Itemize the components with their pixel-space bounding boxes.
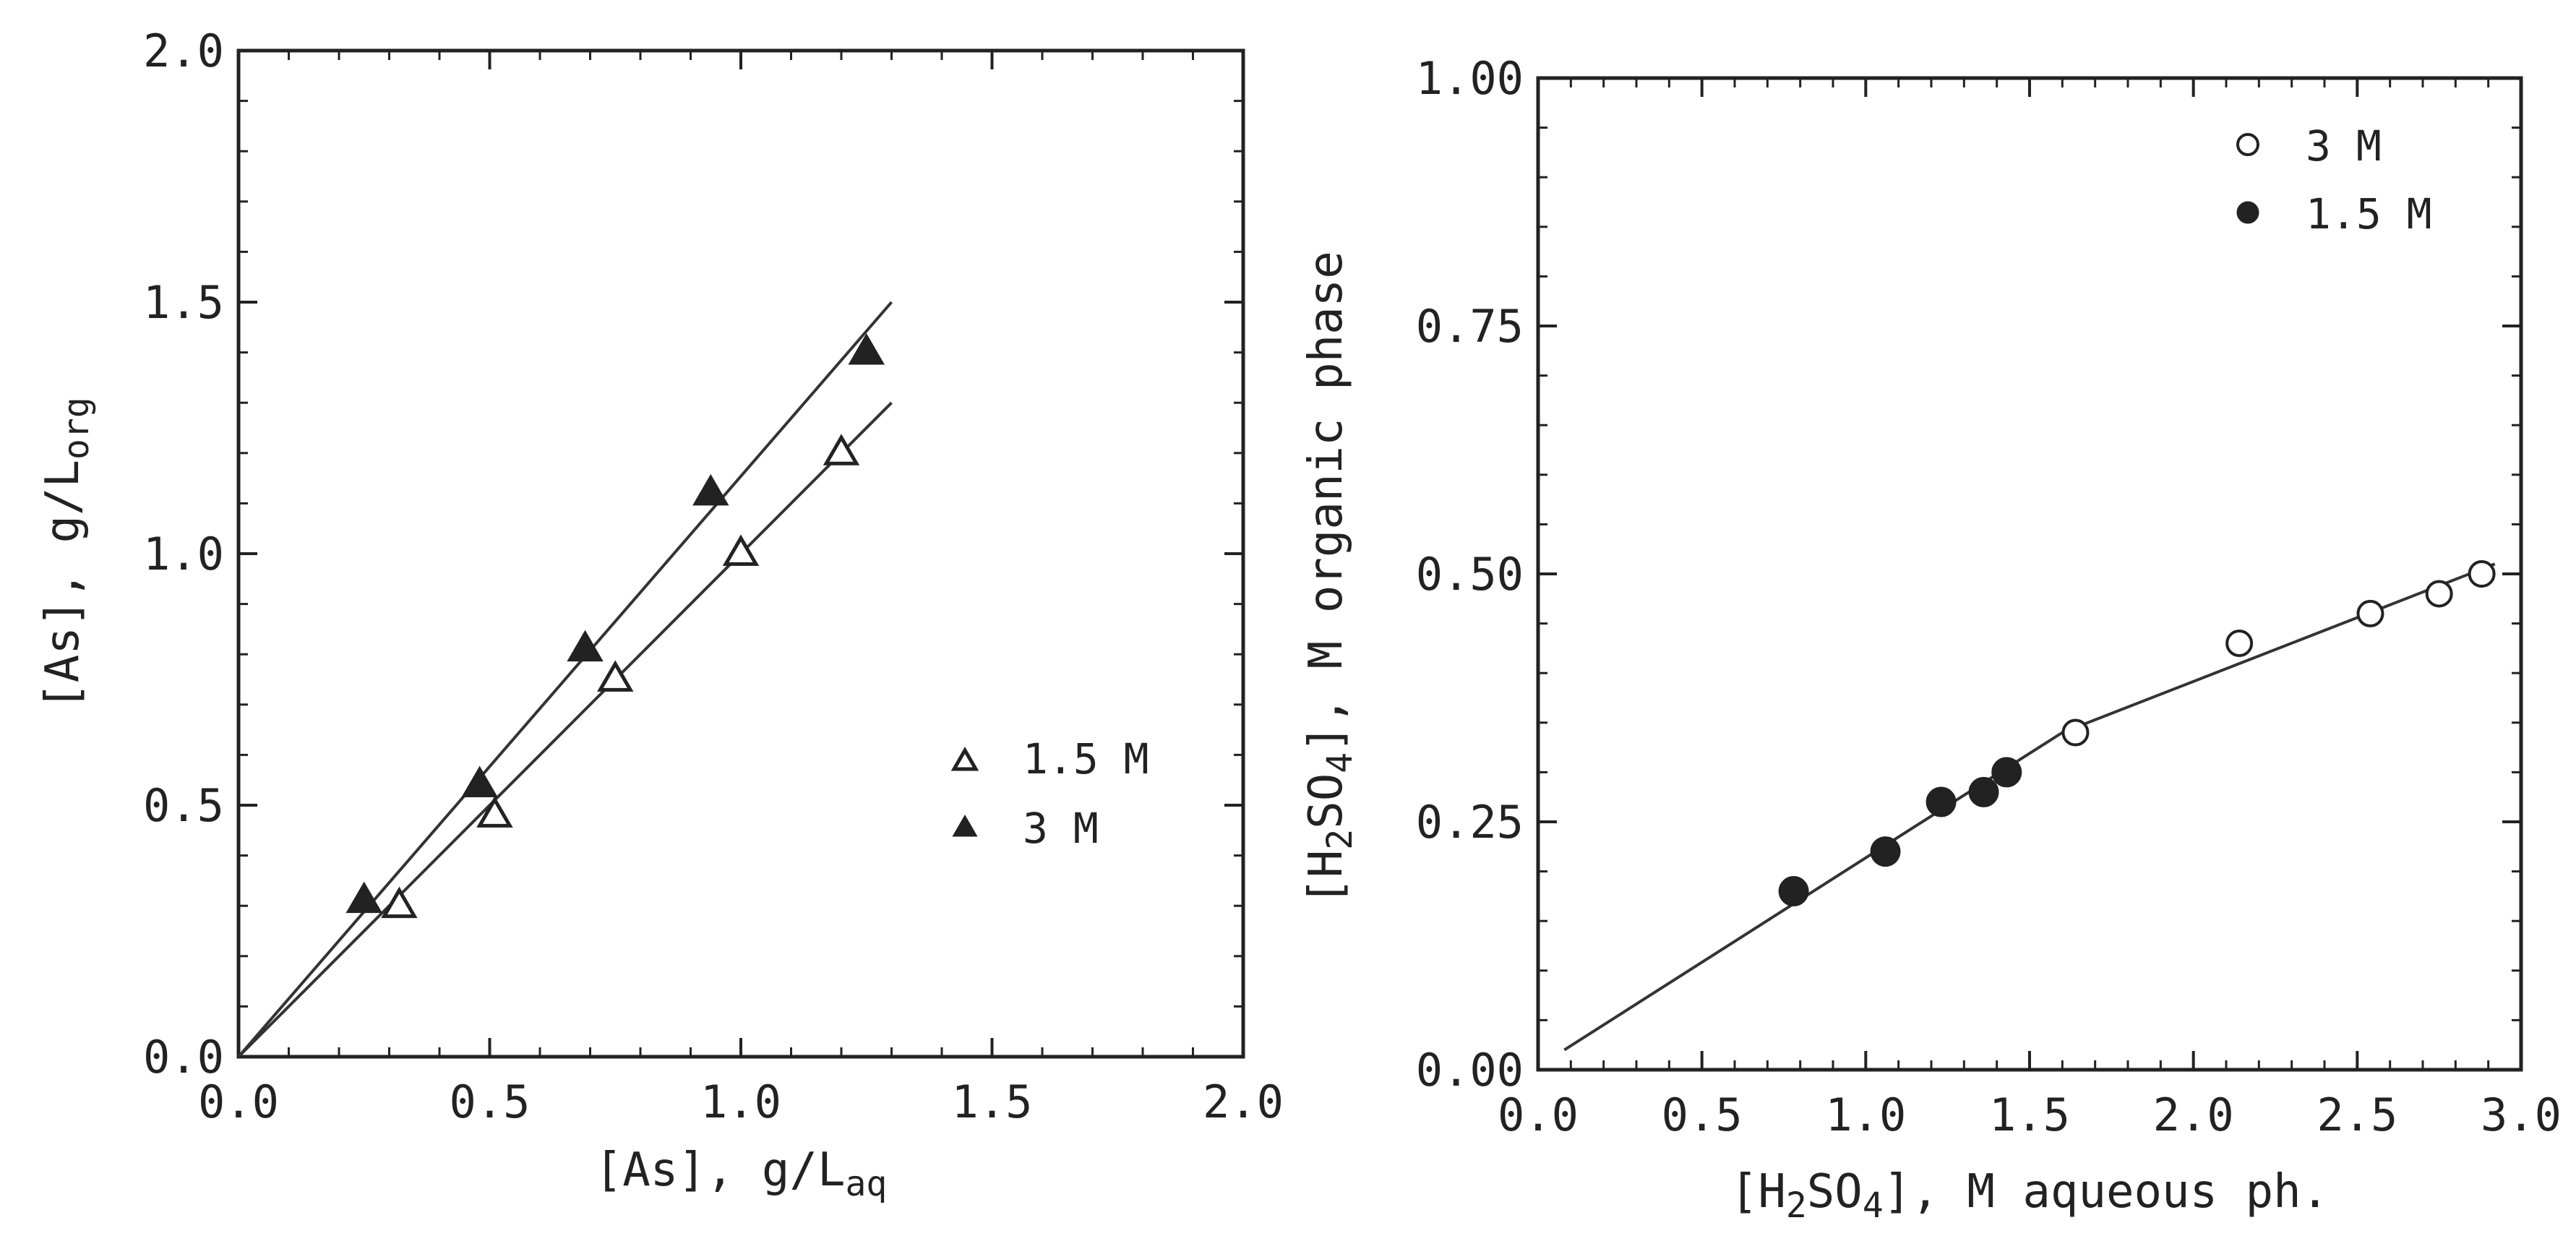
legend-marker-filled-circle xyxy=(2236,201,2259,224)
data-point-open-circle xyxy=(2425,580,2453,608)
y-axis-title: [H2SO4], M organic phase xyxy=(1300,251,1360,906)
legend-label-1-5m: 1.5 M xyxy=(1023,734,1149,784)
data-points xyxy=(345,333,885,919)
data-point-filled-circle xyxy=(1778,876,1809,907)
x-axis-title: [H2SO4], M aqueous ph. xyxy=(1730,1165,2329,1226)
x-axis-title: [As], g/Laq xyxy=(595,1143,888,1204)
data-point-open-circle xyxy=(2225,630,2254,658)
y-tick-label: 2.0 xyxy=(143,25,224,77)
fit-line xyxy=(237,301,893,1058)
x-tick-label: 0.0 xyxy=(198,1076,279,1128)
legend: 1.5 M 3 M xyxy=(950,734,1149,853)
y-tick-label: 0.75 xyxy=(1416,300,1524,353)
data-point-open-triangle xyxy=(823,434,860,465)
data-point-open-triangle xyxy=(381,886,418,919)
data-point-open-circle xyxy=(2468,560,2496,588)
x-tick-label: 3.0 xyxy=(2481,1089,2562,1141)
y-axis-title: [As], g/Lorg xyxy=(36,397,97,710)
sulfuric-acid-chart: 0.0 0.5 1.0 1.5 2.0 2.5 3.0 0.00 0.25 0.50 0.75 1.0… xyxy=(1300,52,2562,1226)
data-point-open-circle xyxy=(2061,718,2090,747)
x-tick-label: 1.5 xyxy=(952,1076,1033,1128)
legend-label-3m: 3 M xyxy=(1023,804,1099,853)
arsenic-chart: 0.0 0.5 1.0 1.5 2.0 0.0 0.5 1.0 1.5 2.0 [As], g/L… xyxy=(36,25,1284,1204)
y-tick-label: 1.00 xyxy=(1416,52,1524,105)
x-tick-label: 0.5 xyxy=(1662,1089,1743,1141)
x-tick-label: 2.0 xyxy=(2153,1089,2234,1141)
x-tick-label: 1.0 xyxy=(1825,1089,1906,1141)
y-tick-label: 0.50 xyxy=(1416,548,1524,601)
data-point-filled-circle xyxy=(1870,836,1901,867)
legend-marker-open-circle xyxy=(2236,133,2259,156)
fit-line xyxy=(237,401,893,1058)
x-tick-label: 0.0 xyxy=(1498,1089,1579,1141)
data-point-open-triangle xyxy=(476,796,513,828)
x-tick-label: 2.0 xyxy=(1203,1076,1284,1128)
data-point-open-triangle xyxy=(597,660,634,692)
x-tick-label: 1.0 xyxy=(700,1076,781,1128)
y-tick-label: 0.5 xyxy=(143,779,224,832)
data-point-filled-triangle xyxy=(692,473,729,506)
legend-label-1-5m: 1.5 M xyxy=(2306,189,2432,239)
data-point-filled-circle xyxy=(1925,786,1957,817)
axis-ticks: 0.0 0.5 1.0 1.5 2.0 2.5 3.0 0.00 0.25 0.50 0.75 1.0… xyxy=(1416,52,2562,1141)
legend-marker-open-triangle xyxy=(950,746,979,771)
data-point-open-triangle xyxy=(722,534,760,566)
data-point-filled-triangle xyxy=(567,630,604,662)
data-point-filled-triangle xyxy=(345,881,382,914)
y-tick-label: 0.0 xyxy=(143,1031,224,1083)
legend-marker-filled-triangle xyxy=(952,814,978,837)
fit-line xyxy=(1563,562,2496,1052)
data-point-filled-triangle xyxy=(461,765,498,798)
x-tick-label: 1.5 xyxy=(1989,1089,2070,1141)
y-tick-label: 1.0 xyxy=(143,528,224,580)
data-point-open-circle xyxy=(2356,599,2384,627)
axis-ticks: 0.0 0.5 1.0 1.5 2.0 0.0 0.5 1.0 1.5 2.0 xyxy=(143,25,1284,1128)
data-point-filled-circle xyxy=(1968,776,1999,807)
y-tick-label: 0.25 xyxy=(1416,796,1524,849)
y-tick-label: 1.5 xyxy=(143,276,224,329)
data-points xyxy=(1778,560,2496,907)
fit-lines xyxy=(237,301,893,1058)
fit-lines xyxy=(1563,562,2496,1052)
y-tick-label: 0.00 xyxy=(1416,1044,1524,1096)
legend-label-3m: 3 M xyxy=(2306,121,2382,171)
x-tick-label: 0.5 xyxy=(450,1076,531,1128)
x-tick-label: 2.5 xyxy=(2317,1089,2397,1141)
data-point-filled-triangle xyxy=(848,333,885,365)
legend: 3 M 1.5 M xyxy=(2236,121,2432,239)
data-point-filled-circle xyxy=(1991,757,2022,788)
